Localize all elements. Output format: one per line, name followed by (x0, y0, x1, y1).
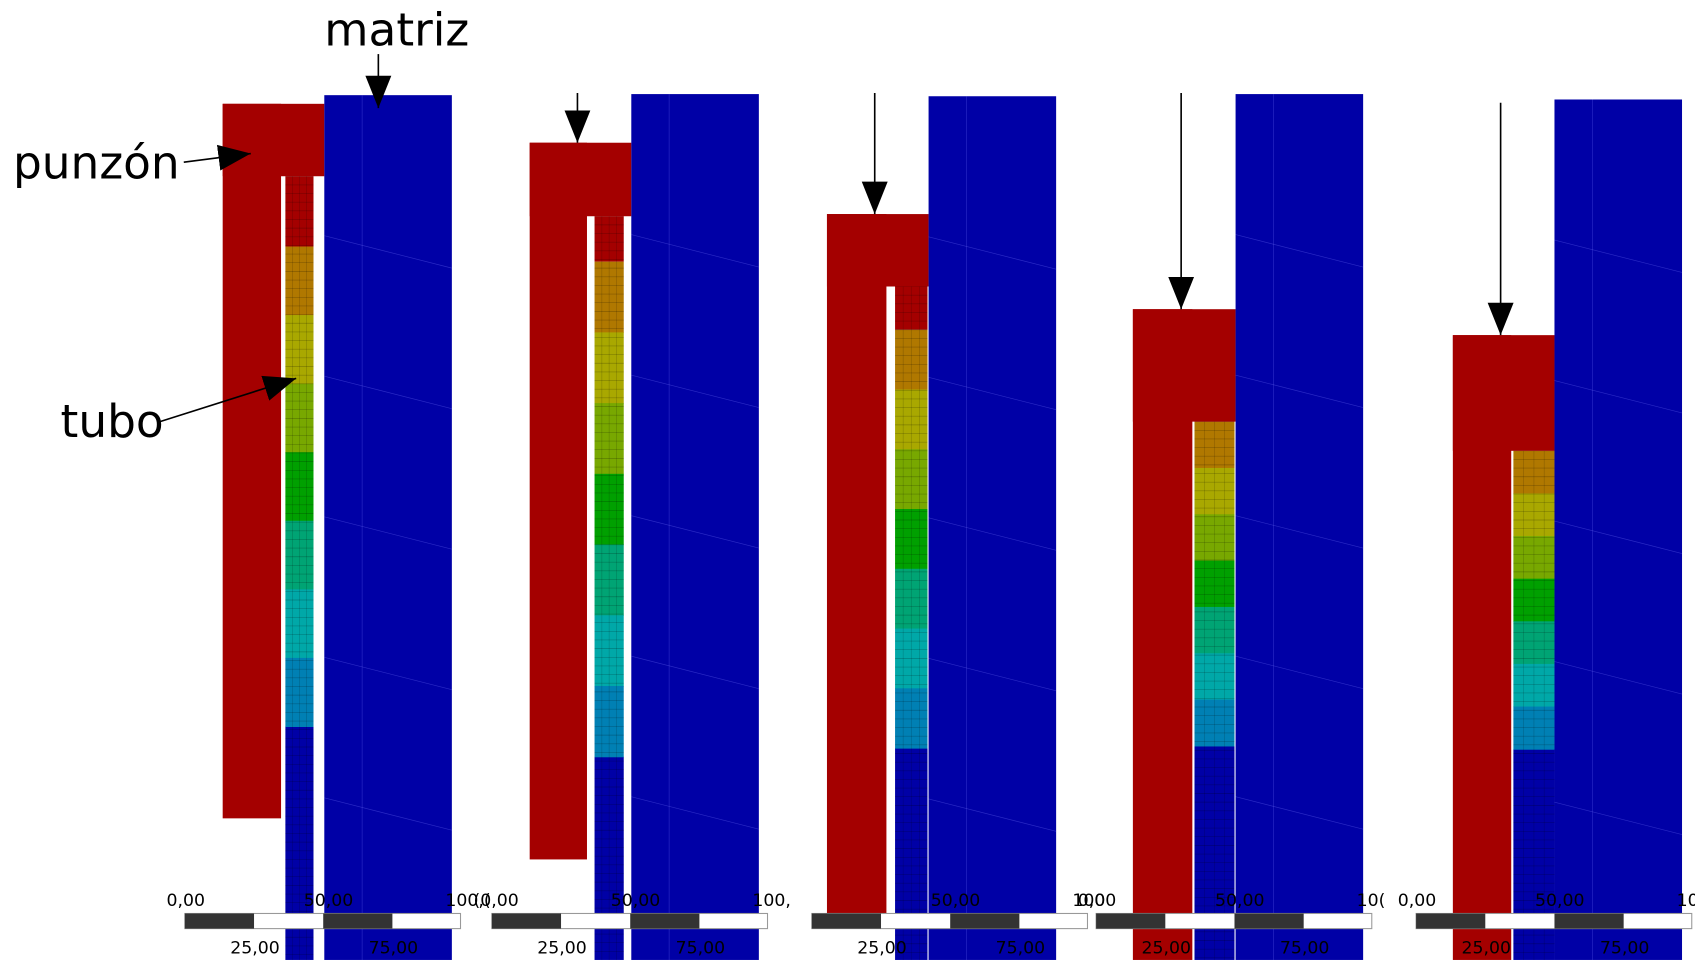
scale-seg (1554, 913, 1623, 928)
scale-label: 50,00 (1535, 891, 1584, 911)
scale-label: 100 (1677, 891, 1695, 911)
scale-label: 75,00 (369, 938, 418, 958)
scale-label: 25,00 (537, 938, 586, 958)
punch-leg (530, 143, 587, 860)
panel: 0,00 50,00 10( 25,00 75,00 (1078, 93, 1386, 960)
figure: 0,0050,00100,(25,0075,00(0,0050,00100,25… (0, 0, 1695, 960)
scale-seg (1416, 913, 1485, 928)
scale-seg (1096, 913, 1165, 928)
punch-leg (223, 104, 281, 819)
scale-label: 50,00 (1215, 891, 1264, 911)
punch-leg (1133, 309, 1192, 960)
scale-label: 75,00 (996, 938, 1045, 958)
scale-label: 75,00 (676, 938, 725, 958)
scale-label: (0,00 (473, 891, 518, 911)
label-tubo: tubo (61, 395, 164, 448)
scale-label: 50,00 (931, 891, 980, 911)
scale-seg (323, 913, 392, 928)
scale-label: 0,00 (1078, 891, 1116, 911)
scale-label: 0,00 (1398, 891, 1436, 911)
scale-label: 50,00 (611, 891, 660, 911)
scale-seg (950, 913, 1019, 928)
scale-label: 25,00 (1462, 938, 1511, 958)
scale-seg (1234, 913, 1303, 928)
die (929, 96, 1057, 960)
die (631, 94, 759, 960)
scale-seg (812, 913, 881, 928)
scale-label: 100, (752, 891, 790, 911)
punch-leg (827, 214, 886, 927)
label-punzon: punzón (13, 136, 180, 189)
scale-label: 75,00 (1600, 938, 1649, 958)
scale-seg (630, 913, 699, 928)
scale-seg (185, 913, 254, 928)
die (1236, 94, 1364, 960)
scale-label: 25,00 (1142, 938, 1191, 958)
scale-label: 50,00 (304, 891, 353, 911)
die (1554, 99, 1682, 959)
panel: 0,00 50,00 100 25,00 75,00 (1398, 99, 1695, 959)
scale-label: 25,00 (230, 938, 279, 958)
label-matriz: matriz (324, 3, 469, 56)
punch-leg (1453, 335, 1511, 960)
die (324, 95, 452, 960)
scale-seg (492, 913, 561, 928)
scale-label: 75,00 (1280, 938, 1329, 958)
scale-label: 10( (1357, 891, 1386, 911)
scale-label: 25,00 (857, 938, 906, 958)
panel: (0,00 50,00 100, 25,00 75,00 (473, 93, 790, 960)
scale-label: 0,00 (166, 891, 204, 911)
